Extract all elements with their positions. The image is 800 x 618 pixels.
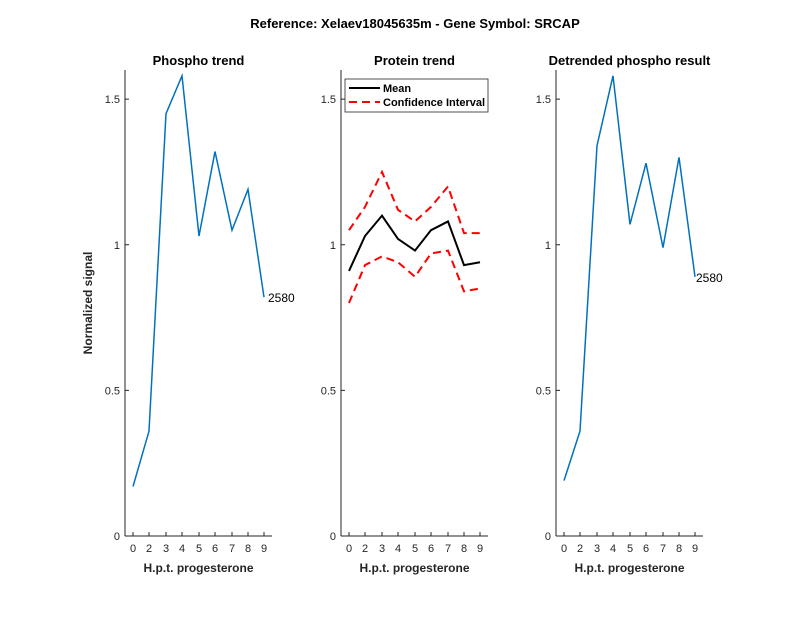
y-tick-label: 1.5 xyxy=(321,94,336,106)
y-tick-label: 0.5 xyxy=(321,385,336,397)
legend-label: Confidence Interval xyxy=(383,97,485,109)
y-tick-label: 1 xyxy=(114,240,120,252)
x-tick-label: 9 xyxy=(261,543,267,555)
x-tick-label: 3 xyxy=(163,543,169,555)
point-annotation: 2580 xyxy=(696,271,723,285)
y-tick-label: 0 xyxy=(330,531,336,543)
y-tick-label: 0.5 xyxy=(105,385,120,397)
x-tick-label: 2 xyxy=(362,543,368,555)
x-tick-label: 7 xyxy=(660,543,666,555)
series-line xyxy=(563,75,696,481)
x-tick-label: 2 xyxy=(577,543,583,555)
x-axis-label: H.p.t. progesterone xyxy=(143,561,253,575)
x-tick-label: 9 xyxy=(692,543,698,555)
y-axis-label: Normalized signal xyxy=(81,252,95,355)
legend: Mean Confidence Interval xyxy=(344,78,489,113)
x-tick-label: 6 xyxy=(212,543,218,555)
x-axis-label: H.p.t. progesterone xyxy=(574,561,684,575)
x-tick-label: 4 xyxy=(179,543,185,555)
chart-title: Protein trend xyxy=(374,53,455,68)
y-tick-label: 1 xyxy=(545,240,551,252)
y-tick-label: 1.5 xyxy=(105,94,120,106)
figure-suptitle: Reference: Xelaev18045635m - Gene Symbol… xyxy=(250,16,580,31)
x-tick-label: 5 xyxy=(196,543,202,555)
y-tick-label: 0 xyxy=(114,531,120,543)
x-tick-label: 6 xyxy=(428,543,434,555)
x-tick-label: 8 xyxy=(676,543,682,555)
x-tick-label: 5 xyxy=(412,543,418,555)
x-tick-label: 3 xyxy=(379,543,385,555)
chart-title: Detrended phospho result xyxy=(549,53,711,68)
y-tick-label: 0.5 xyxy=(536,385,551,397)
x-tick-label: 6 xyxy=(643,543,649,555)
x-tick-label: 4 xyxy=(610,543,616,555)
point-annotation: 2580 xyxy=(268,291,295,305)
x-tick-label: 8 xyxy=(245,543,251,555)
x-tick-label: 7 xyxy=(445,543,451,555)
x-tick-label: 7 xyxy=(229,543,235,555)
x-tick-label: 2 xyxy=(146,543,152,555)
y-tick-label: 0 xyxy=(545,531,551,543)
x-tick-label: 3 xyxy=(594,543,600,555)
x-tick-label: 8 xyxy=(461,543,467,555)
y-tick-label: 1 xyxy=(330,240,336,252)
x-tick-label: 5 xyxy=(627,543,633,555)
series-line xyxy=(348,169,480,235)
series-line xyxy=(348,249,481,304)
legend-box xyxy=(344,78,489,113)
y-tick-label: 1.5 xyxy=(536,94,551,106)
chart-title: Phospho trend xyxy=(153,53,245,68)
legend-label: Mean xyxy=(383,83,411,95)
x-tick-label: 9 xyxy=(477,543,483,555)
x-axis-label: H.p.t. progesterone xyxy=(359,561,469,575)
x-tick-label: 0 xyxy=(346,543,352,555)
x-tick-label: 0 xyxy=(561,543,567,555)
x-tick-label: 0 xyxy=(130,543,136,555)
series-line xyxy=(132,72,265,487)
x-tick-label: 4 xyxy=(395,543,401,555)
